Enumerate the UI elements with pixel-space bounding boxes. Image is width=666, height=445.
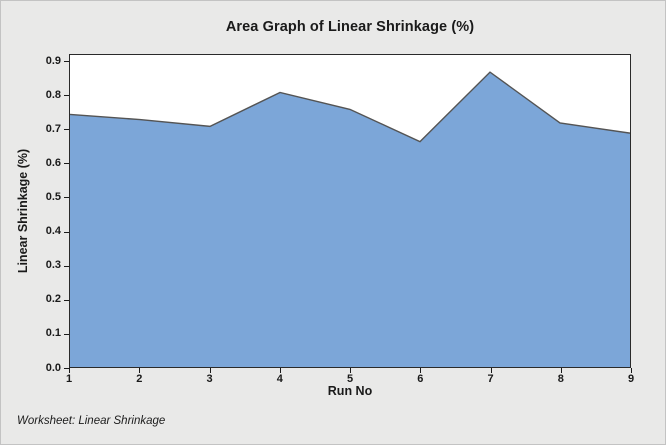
worksheet-footer: Worksheet: Linear Shrinkage [17,415,166,427]
x-tick-mark [69,368,70,373]
x-tick-mark [279,368,281,373]
y-tick-label: 0.6 [45,156,61,169]
y-tick-mark [64,61,69,62]
x-tick-label: 6 [417,373,424,385]
y-tick-mark [64,95,69,97]
x-tick-label: 2 [136,373,143,385]
y-tick-label: 0.8 [45,88,61,101]
area-fill-shape [70,72,630,367]
x-tick-label: 8 [557,373,564,385]
x-tick-mark [631,368,632,373]
y-tick-mark [64,231,69,233]
y-tick-label: 0.1 [45,327,61,340]
x-tick-label: 3 [206,373,213,385]
y-tick-mark [64,163,69,165]
y-tick-label: 0.0 [45,361,61,374]
y-tick-label: 0.2 [45,293,61,306]
x-tick-label: 1 [65,373,73,385]
area-outline-path [70,71,630,143]
x-axis-title: Run No [327,384,373,398]
x-tick-mark [139,368,141,373]
chart-title: Area Graph of Linear Shrinkage (%) [225,19,475,35]
y-tick-label: 0.4 [45,225,61,238]
plot-area [69,54,631,368]
y-tick-label: 0.5 [45,190,61,203]
x-tick-mark [209,368,211,373]
y-tick-label: 0.7 [45,122,61,135]
y-tick-mark [64,265,69,267]
y-tick-mark [64,333,69,335]
area-series-svg [70,71,630,367]
y-tick-label: 0.3 [45,259,61,272]
y-tick-label: 0.9 [45,54,61,67]
y-tick-mark [64,129,69,131]
y-tick-mark [64,299,69,301]
y-axis-title: Linear Shrinkage (%) [16,148,30,274]
y-tick-mark [64,197,69,199]
x-tick-mark [560,368,562,373]
x-tick-mark [350,368,351,373]
y-tick-mark [64,368,69,369]
x-tick-label: 4 [276,373,283,385]
x-tick-label: 7 [487,373,494,385]
x-tick-mark [420,368,422,373]
x-tick-label: 9 [627,373,635,385]
x-tick-mark [490,368,492,373]
x-tick-label: 5 [346,373,354,385]
